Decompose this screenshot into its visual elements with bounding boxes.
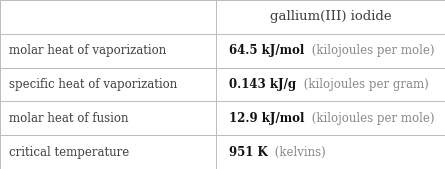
Text: 12.9 kJ/mol: 12.9 kJ/mol (229, 112, 304, 125)
Text: (kilojoules per gram): (kilojoules per gram) (300, 78, 429, 91)
Text: 951 K: 951 K (229, 146, 268, 159)
Text: molar heat of vaporization: molar heat of vaporization (8, 44, 166, 57)
Text: molar heat of fusion: molar heat of fusion (8, 112, 128, 125)
Text: (kilojoules per mole): (kilojoules per mole) (308, 44, 434, 57)
Text: 64.5 kJ/mol: 64.5 kJ/mol (229, 44, 304, 57)
Text: 0.143 kJ/g: 0.143 kJ/g (229, 78, 296, 91)
Text: (kilojoules per mole): (kilojoules per mole) (308, 112, 435, 125)
Text: specific heat of vaporization: specific heat of vaporization (8, 78, 177, 91)
Text: gallium(III) iodide: gallium(III) iodide (270, 10, 391, 23)
Text: (kelvins): (kelvins) (271, 146, 326, 159)
Text: critical temperature: critical temperature (8, 146, 129, 159)
